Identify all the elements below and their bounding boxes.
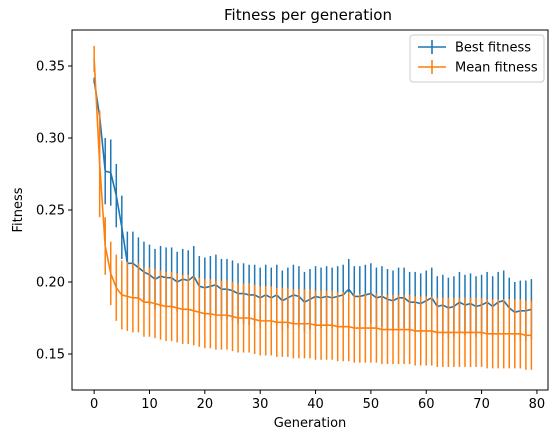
series-line (93, 80, 532, 314)
series-1 (93, 45, 533, 370)
y-tick-label: 0.30 (36, 132, 65, 147)
y-tick-label: 0.15 (36, 348, 65, 363)
x-tick-label: 0 (90, 397, 98, 412)
legend-label: Mean fitness (455, 61, 538, 76)
legend-label: Best fitness (455, 41, 531, 56)
x-tick-label: 80 (529, 397, 546, 412)
x-tick-label: 40 (307, 397, 324, 412)
x-tick-label: 10 (141, 397, 158, 412)
plot-area (93, 45, 533, 370)
y-axis: 0.15 0.20 0.25 0.30 0.35 (36, 60, 72, 363)
x-tick-label: 50 (363, 397, 380, 412)
x-axis: 0 10 20 30 40 50 60 70 80 (90, 390, 545, 412)
y-tick-label: 0.35 (36, 60, 65, 75)
y-axis-label: Fitness (11, 187, 26, 232)
legend: Best fitness Mean fitness (409, 34, 545, 83)
x-axis-label: Generation (274, 416, 347, 431)
y-tick-label: 0.25 (36, 204, 65, 219)
x-tick-label: 70 (473, 397, 490, 412)
series-0 (93, 77, 533, 343)
x-tick-label: 30 (252, 397, 269, 412)
y-tick-label: 0.20 (36, 276, 65, 291)
x-tick-label: 20 (197, 397, 214, 412)
series-line (93, 58, 532, 337)
x-tick-label: 60 (418, 397, 435, 412)
chart-title: Fitness per generation (224, 6, 392, 24)
